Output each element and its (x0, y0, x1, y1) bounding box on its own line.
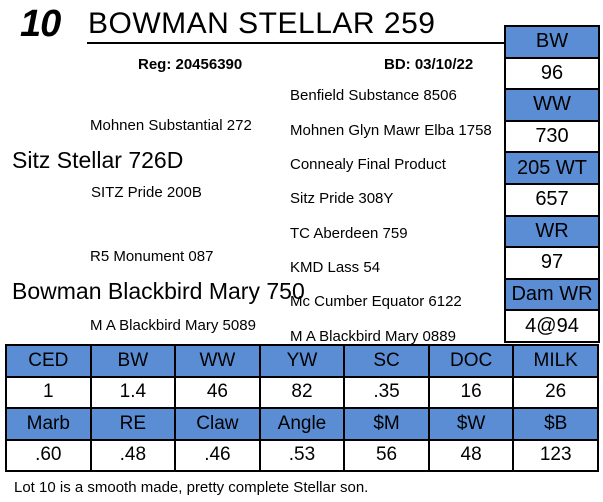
epd-header-cell: SC (343, 344, 430, 378)
perf-value-cell: 4@94 (504, 309, 600, 343)
epd-value-cell: 82 (258, 375, 346, 409)
epd-value-row: 1 1.4 46 82 .35 16 26 (5, 375, 599, 409)
epd-value-cell: .60 (5, 438, 92, 472)
epd-value-cell: 48 (427, 438, 515, 472)
epd-value-cell: 1 (5, 375, 92, 409)
epd-header-cell: CED (5, 344, 92, 378)
epd-header-cell: YW (258, 344, 346, 378)
lot-number: 10 (20, 3, 61, 45)
title-underline (87, 42, 504, 44)
gen3-name: Mohnen Glyn Mawr Elba 1758 (290, 122, 492, 139)
epd-header-cell: $M (343, 407, 430, 441)
epd-header-cell: BW (89, 344, 177, 378)
epd-value-cell: .53 (258, 438, 346, 472)
gen3-name: M A Blackbird Mary 0889 (290, 328, 456, 345)
gen3-name: Sitz Pride 308Y (290, 190, 394, 207)
epd-value-row: .60 .48 .46 .53 56 48 123 (5, 438, 599, 472)
epd-header-row: CED BW WW YW SC DOC MILK (5, 344, 599, 378)
perf-header-cell: 205 WT (504, 151, 600, 185)
epd-header-cell: $W (427, 407, 515, 441)
perf-header-cell: Dam WR (504, 277, 600, 312)
dam-sire-name: R5 Monument 087 (90, 248, 214, 265)
epd-header-cell: DOC (427, 344, 515, 378)
gen3-name: Mc Cumber Equator 6122 (290, 293, 462, 310)
epd-header-row: Marb RE Claw Angle $M $W $B (5, 407, 599, 441)
birth-date: BD: 03/10/22 (384, 56, 474, 73)
perf-value-cell: 657 (504, 182, 600, 217)
epd-table: CED BW WW YW SC DOC MILK 1 1.4 46 82 .35… (5, 344, 599, 472)
perf-value-cell: 97 (504, 246, 600, 280)
gen3-name: Connealy Final Product (290, 156, 446, 173)
perf-value-cell: 730 (504, 119, 600, 154)
epd-value-cell: 16 (427, 375, 515, 409)
epd-header-cell: Angle (258, 407, 346, 441)
epd-header-cell: RE (89, 407, 177, 441)
registration-number: Reg: 20456390 (138, 56, 243, 73)
performance-table: BW 96 WW 730 205 WT 657 WR 97 Dam WR 4@9… (504, 25, 600, 343)
epd-header-cell: Claw (174, 407, 261, 441)
lot-footnote: Lot 10 is a smooth made, pretty complete… (14, 479, 369, 496)
epd-header-cell: MILK (512, 344, 599, 378)
animal-title: BOWMAN STELLAR 259 (88, 7, 436, 40)
dam-name: Bowman Blackbird Mary 750 (12, 278, 305, 304)
sire-dam-name: SITZ Pride 200B (91, 184, 202, 201)
epd-value-cell: 1.4 (89, 375, 177, 409)
epd-header-cell: $B (512, 407, 599, 441)
perf-header-cell: BW (504, 25, 600, 59)
epd-header-cell: Marb (5, 407, 92, 441)
epd-value-cell: 123 (512, 438, 599, 472)
epd-value-cell: 56 (343, 438, 430, 472)
gen3-name: Benfield Substance 8506 (290, 87, 457, 104)
epd-value-cell: .35 (343, 375, 430, 409)
epd-value-cell: 46 (174, 375, 261, 409)
epd-header-cell: WW (174, 344, 261, 378)
gen3-name: KMD Lass 54 (290, 259, 381, 276)
gen3-name: TC Aberdeen 759 (290, 225, 408, 242)
perf-value-cell: 96 (504, 56, 600, 91)
perf-header-cell: WW (504, 88, 600, 122)
sire-sire-name: Mohnen Substantial 272 (90, 117, 252, 134)
perf-header-cell: WR (504, 214, 600, 249)
epd-value-cell: .46 (174, 438, 261, 472)
sire-name: Sitz Stellar 726D (12, 147, 184, 173)
dam-dam-name: M A Blackbird Mary 5089 (90, 317, 256, 334)
epd-value-cell: .48 (89, 438, 177, 472)
epd-value-cell: 26 (512, 375, 599, 409)
